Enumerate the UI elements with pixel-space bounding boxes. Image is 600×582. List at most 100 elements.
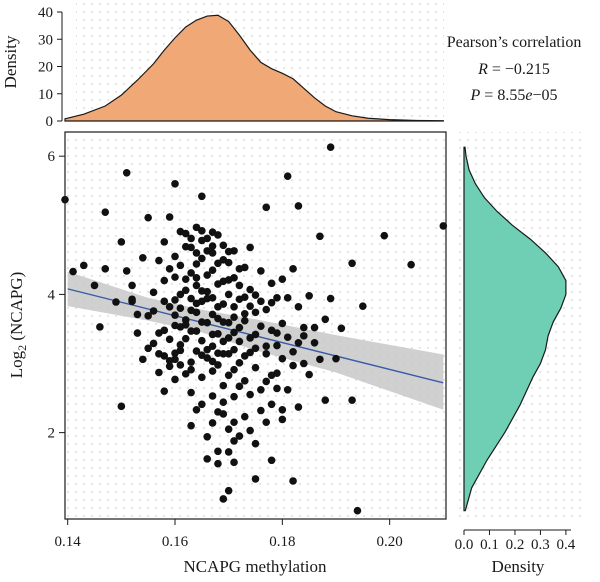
scatter-point [155, 369, 163, 377]
scatter-point [300, 324, 308, 332]
scatter-point [123, 267, 131, 275]
y-tick-label: 6 [48, 149, 56, 165]
scatter-point [182, 230, 190, 238]
scatter-point [380, 232, 388, 240]
scatter-point [316, 233, 324, 241]
scatter-point [252, 440, 260, 448]
scatter-point [166, 303, 174, 311]
scatter-point [284, 386, 292, 394]
scatter-point [279, 416, 287, 424]
scatter-point [284, 333, 292, 341]
scatter-point [80, 262, 88, 270]
scatter-point [225, 487, 233, 495]
scatter-point [289, 477, 297, 485]
right-density-tick-label: 0.4 [557, 537, 576, 553]
scatter-point [198, 374, 206, 382]
scatter-point [220, 300, 228, 308]
scatter-point [182, 243, 190, 251]
annotation-p-e: e [525, 87, 532, 104]
scatter-point [69, 268, 77, 276]
scatter-point [198, 318, 206, 326]
scatter-point [354, 507, 362, 515]
scatter-point [279, 355, 287, 363]
scatter-point [220, 242, 228, 250]
scatter-point [171, 253, 179, 261]
scatter-point [225, 448, 233, 456]
scatter-point [139, 356, 147, 364]
scatter-point [262, 378, 270, 386]
scatter-point [236, 359, 244, 367]
y-tick-label: 2 [48, 426, 56, 442]
scatter-point [177, 361, 185, 369]
scatter-point [214, 315, 222, 323]
scatter-point [236, 383, 244, 391]
scatter-point [257, 267, 265, 275]
scatter-point [144, 345, 152, 353]
scatter-point [246, 302, 254, 310]
scatter-point [289, 265, 297, 273]
scatter-point [230, 346, 238, 354]
scatter-point [177, 347, 185, 355]
scatter-point [171, 311, 179, 319]
scatter-point [230, 418, 238, 426]
annotation-p-value: = 8.55 [480, 87, 525, 104]
scatter-point [209, 242, 217, 250]
y-axis-title: Log2 (NCAPG) [7, 272, 29, 379]
scatter-point [230, 366, 238, 374]
scatter-point [209, 358, 217, 366]
scatter-point [209, 392, 217, 400]
scatter-point [198, 192, 206, 200]
scatter-point [321, 396, 329, 404]
scatter-point [209, 331, 217, 339]
scatter-point [225, 425, 233, 433]
scatter-point [160, 298, 168, 306]
scatter-point [187, 366, 195, 374]
scatter-point [279, 320, 287, 328]
scatter-point [160, 327, 168, 335]
scatter-point [225, 276, 233, 284]
scatter-point [160, 277, 168, 285]
y-axis-title-rest: (NCAPG) [7, 272, 26, 345]
scatter-point [91, 282, 99, 290]
scatter-point [295, 303, 303, 311]
scatter-point [273, 385, 281, 393]
scatter-point [203, 295, 211, 303]
scatter-point [262, 204, 270, 212]
scatter-point [332, 355, 340, 363]
annotation-r-value: = −0.215 [488, 61, 550, 78]
scatter-point [193, 249, 201, 257]
scatter-point [268, 371, 276, 379]
scatter-point [273, 342, 281, 350]
scatter-point [295, 202, 303, 210]
scatter-point [203, 346, 211, 354]
scatter-point [300, 360, 308, 368]
scatter-point [101, 208, 109, 216]
annotation-p-exp: −05 [532, 87, 557, 104]
scatter-point [262, 342, 270, 350]
y-axis-ticks: 246 [48, 149, 66, 441]
x-axis-title: NCAPG methylation [183, 557, 327, 576]
scatter-point [150, 307, 158, 315]
scatter-point [241, 293, 249, 301]
scatter-point [311, 339, 319, 347]
scatter-point [177, 291, 185, 299]
scatter-point [252, 475, 260, 483]
top-density-tick-label: 40 [38, 5, 53, 21]
scatter-point [101, 265, 109, 273]
annotation-r: R = −0.215 [477, 61, 550, 78]
annotation-r-label: R [477, 61, 488, 78]
scatter-point [236, 338, 244, 346]
scatter-point [230, 247, 238, 255]
scatter-point [220, 338, 228, 346]
scatter-point [348, 396, 356, 404]
top-density-tick-label: 20 [38, 60, 53, 76]
scatter-point [262, 418, 270, 426]
scatter-point [171, 376, 179, 384]
right-density-tick-label: 0.1 [480, 537, 499, 553]
scatter-point [134, 311, 142, 319]
right-density-x-ticks: 0.0 0.1 0.2 0.3 0.4 [455, 530, 576, 553]
scatter-point [327, 143, 335, 151]
scatter-point [171, 296, 179, 304]
scatter-point [134, 329, 142, 337]
scatter-point [268, 400, 276, 408]
